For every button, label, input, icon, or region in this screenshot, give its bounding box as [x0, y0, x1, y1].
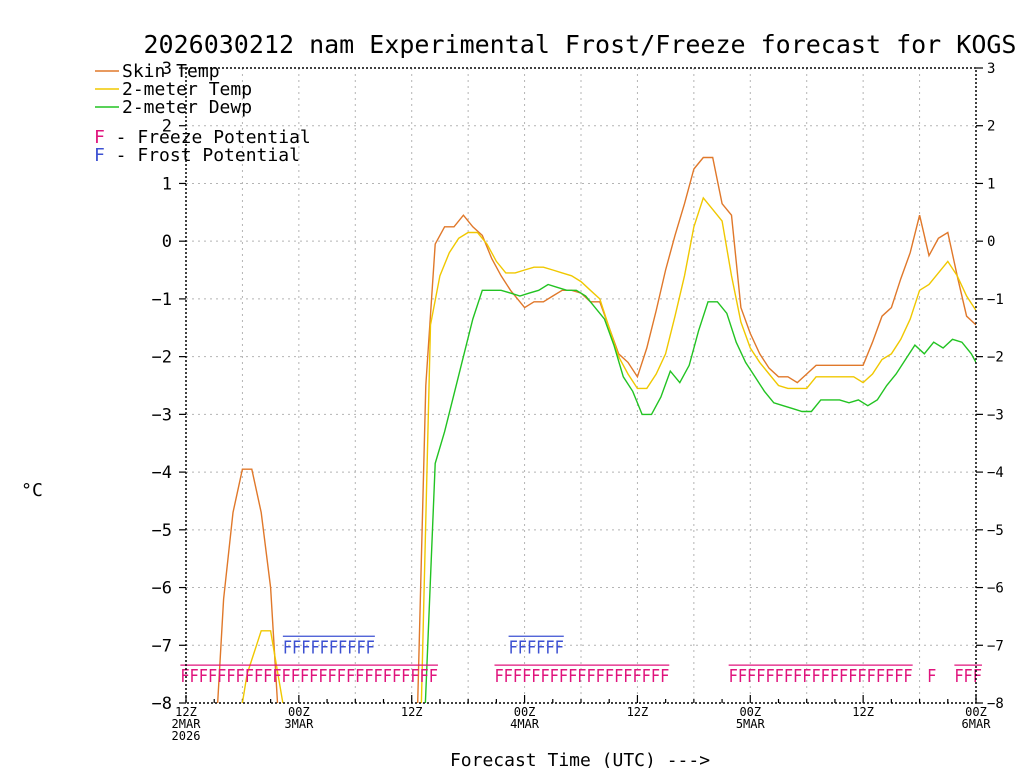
y-axis: 3 3 2 2 1 1 0 0 −1 −1 −2 −2 −3 −3 −4 −4 −5 −5 −6 −6 −7 −7 −8 −8	[152, 59, 1004, 714]
potential-flags-freeze-potential: F	[927, 666, 936, 687]
y-tick-label-right: −6	[987, 581, 1004, 597]
y-tick-label-right: −8	[987, 696, 1004, 712]
y-tick-label-right: 2	[987, 119, 995, 135]
potential-flags-frost-potential: FFFFFFFFFF	[283, 637, 375, 658]
y-tick-label-right: −7	[987, 638, 1004, 654]
y-tick-label-right: −3	[987, 407, 1004, 423]
y-tick-label-right: 0	[987, 234, 995, 250]
x-tick-label: 12Z	[627, 705, 649, 719]
x-tick-label: 12Z	[852, 705, 874, 719]
y-tick-label: −8	[152, 694, 172, 714]
y-tick-label-right: −5	[987, 523, 1004, 539]
y-axis-label: °C	[21, 480, 43, 501]
chart-title: 2026030212 nam Experimental Frost/Freeze…	[144, 30, 1017, 59]
legend-label: 2-meter Dewp	[122, 97, 252, 118]
potential-flags-frost-potential: FFFFFF	[509, 637, 564, 658]
y-tick-label-right: 1	[987, 176, 995, 192]
y-tick-label-right: −1	[987, 292, 1004, 308]
potential-flags-freeze-potential: FFFFFFFFFFFFFFFFFFFF	[729, 666, 913, 687]
x-tick-label: 12Z	[401, 705, 423, 719]
series-2-meter-temp	[241, 196, 976, 703]
y-tick-label: −1	[152, 290, 172, 310]
y-tick-label: −3	[152, 405, 172, 425]
x-tick-label: 12Z 2MAR 2026	[172, 705, 202, 743]
legend-flag-label: F - Frost Potential	[94, 145, 300, 166]
x-tick-label: 00Z 4MAR	[510, 705, 540, 731]
potential-flags-freeze-potential: FFF	[954, 666, 982, 687]
plot-frame	[185, 67, 977, 704]
y-tick-label: −6	[152, 579, 172, 599]
x-tick-label: 00Z 3MAR	[284, 705, 314, 731]
potential-flags-freeze-potential: FFFFFFFFFFFFFFFFFFFFFFFFFFFF	[180, 666, 438, 687]
y-tick-label: −7	[152, 636, 172, 656]
potential-flags: FFFFFFFFFF FFFFFFFFFFFFFFFFFFFFFFFFFFFFFF…	[180, 635, 982, 687]
y-tick-label: −5	[152, 521, 172, 541]
y-tick-label: 3	[162, 59, 172, 79]
potential-flags-freeze-potential: FFFFFFFFFFFFFFFFFFF	[494, 666, 669, 687]
y-tick-label: 1	[162, 174, 172, 194]
y-tick-label-right: 3	[987, 61, 995, 77]
y-tick-label-right: −4	[987, 465, 1004, 481]
x-tick-label: 00Z 5MAR	[736, 705, 766, 731]
legend-label: Skin Temp	[122, 61, 220, 82]
legend-flag-label: F - Freeze Potential	[94, 127, 311, 148]
data-series	[216, 156, 976, 703]
series-2-meter-dewp	[424, 283, 976, 703]
x-axis-label: Forecast Time (UTC) --->	[450, 750, 710, 768]
y-tick-label: 2	[162, 117, 172, 137]
y-tick-label: 0	[162, 232, 172, 252]
y-tick-label: −2	[152, 348, 172, 368]
grid	[186, 68, 976, 703]
x-axis: 12Z 2MAR 2026 00Z 3MAR 12Z 00Z 4MAR 12Z 00Z 5MAR 12…	[172, 695, 992, 743]
y-tick-label-right: −2	[987, 350, 1004, 366]
x-tick-label: 00Z 6MAR	[962, 705, 992, 731]
legend-label: 2-meter Temp	[122, 79, 252, 100]
series-skin-temp	[216, 156, 976, 703]
y-tick-label: −4	[152, 463, 172, 483]
